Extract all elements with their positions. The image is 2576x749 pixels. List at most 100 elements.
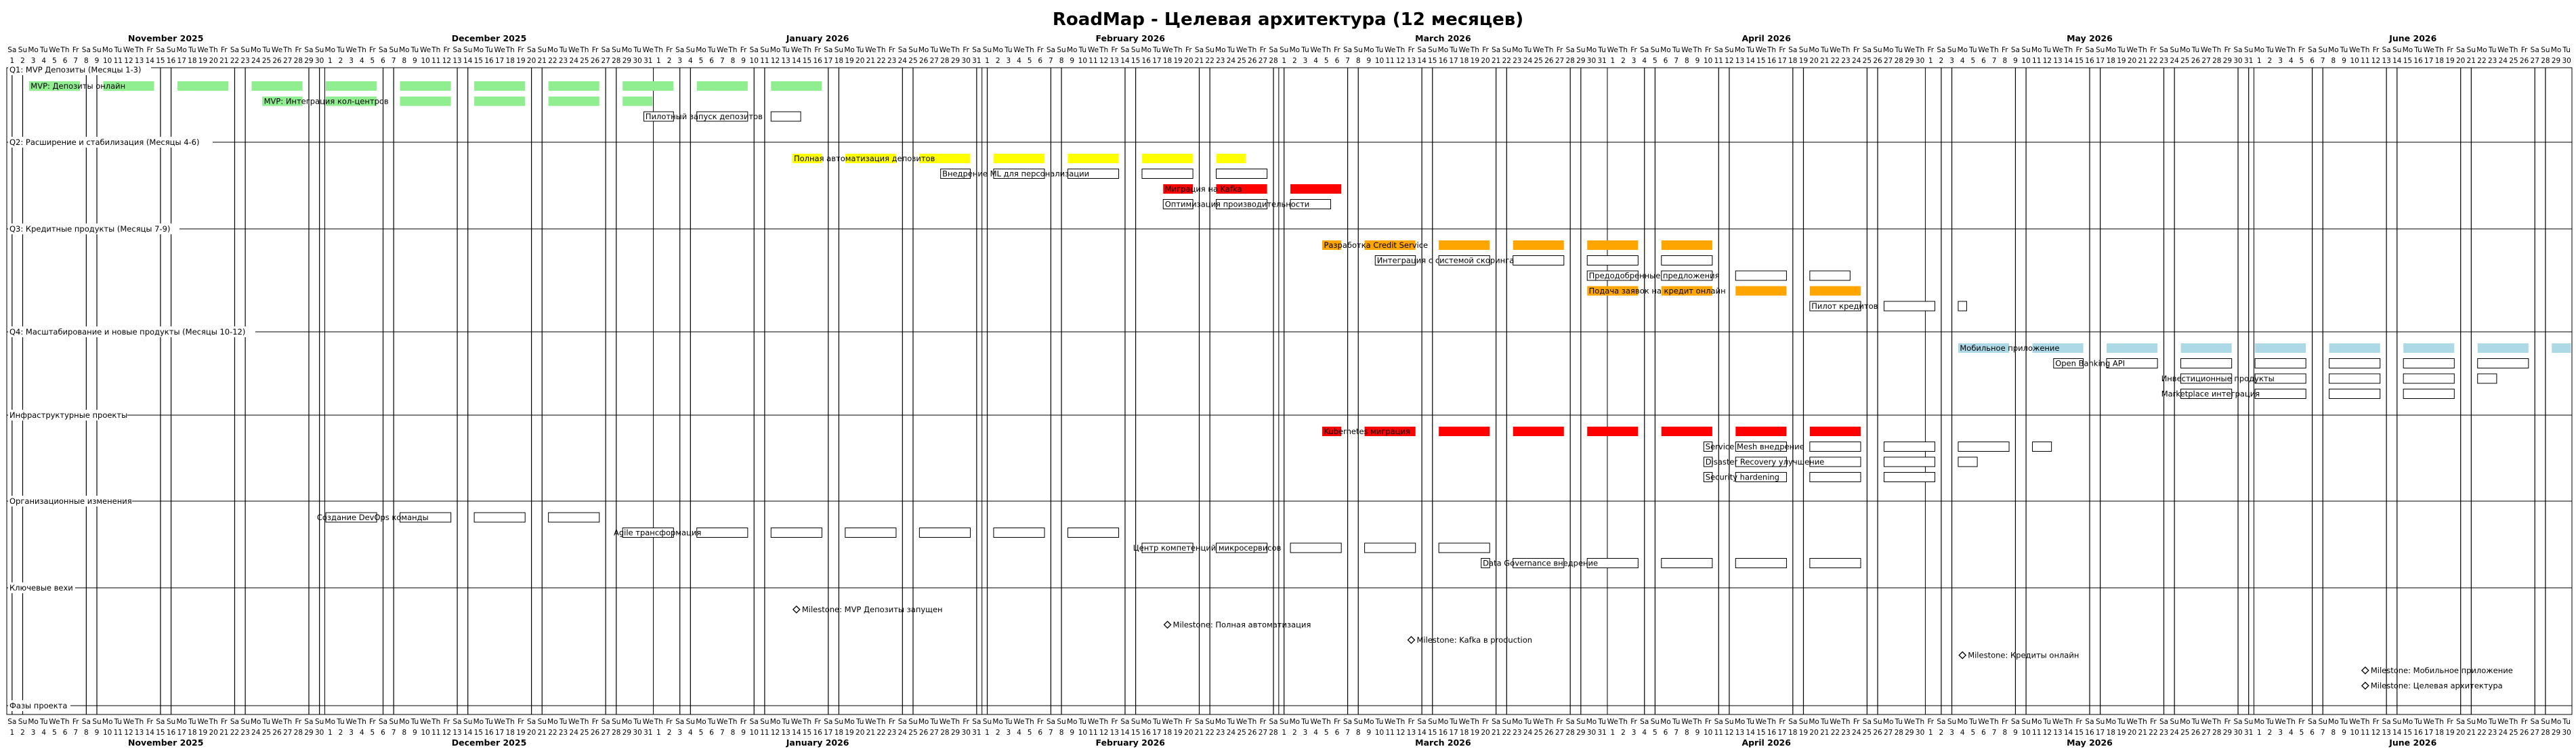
day-tick-label: 11 xyxy=(2032,729,2041,737)
day-tick-label: 11 xyxy=(2361,57,2369,65)
day-tick-label: 14 xyxy=(1120,729,1130,737)
day-tick-label: 21 xyxy=(2467,729,2476,737)
task-bar xyxy=(1481,558,1490,568)
task-bar xyxy=(2254,389,2306,399)
day-tick-label: 2 xyxy=(2268,57,2273,65)
weekday-tick-label: Mo xyxy=(2180,46,2190,54)
task-bar xyxy=(1216,154,1246,163)
day-tick-label: 5 xyxy=(2300,57,2304,65)
day-tick-label: 12 xyxy=(771,729,780,737)
day-tick-label: 4 xyxy=(1313,729,1318,737)
month-label: March 2026 xyxy=(1415,737,1471,748)
day-tick-label: 7 xyxy=(392,729,396,737)
weekday-tick-label: Mo xyxy=(399,718,409,726)
day-tick-label: 3 xyxy=(1949,729,1954,737)
weekday-tick-label: We xyxy=(2275,46,2286,54)
task-bar xyxy=(2477,358,2529,368)
day-tick-label: 2 xyxy=(667,729,672,737)
weekday-tick-label: Mo xyxy=(2403,718,2413,726)
weekday-tick-label: Sa xyxy=(1120,46,1129,54)
day-tick-label: 5 xyxy=(52,729,57,737)
day-tick-label: 17 xyxy=(824,57,832,65)
weekday-tick-label: We xyxy=(1830,718,1840,726)
day-tick-label: 6 xyxy=(1664,57,1668,65)
weekday-tick-label: Sa xyxy=(1047,718,1055,726)
day-tick-label: 13 xyxy=(1407,729,1416,737)
day-tick-label: 30 xyxy=(1587,57,1596,65)
month-label: January 2026 xyxy=(786,737,849,748)
task-bar xyxy=(1513,240,1564,250)
weekday-tick-label: Mo xyxy=(399,46,409,54)
weekday-tick-label: Tu xyxy=(1523,718,1532,726)
task-label: Предодобренные предложения xyxy=(1589,271,1720,280)
day-tick-label: 14 xyxy=(1417,729,1427,737)
day-tick-label: 7 xyxy=(1992,729,1997,737)
weekday-tick-label: Tu xyxy=(1746,46,1754,54)
task-bar xyxy=(1809,301,1861,312)
day-tick-label: 27 xyxy=(1259,729,1267,737)
month-label: May 2026 xyxy=(2067,33,2113,43)
day-tick-label: 17 xyxy=(1152,729,1161,737)
weekday-tick-label: Sa xyxy=(1269,46,1278,54)
task-bar xyxy=(474,96,526,106)
task-bar xyxy=(1703,456,1713,467)
milestone-marker xyxy=(1958,651,1967,660)
weekday-tick-label: We xyxy=(2126,46,2137,54)
month-label: January 2026 xyxy=(786,33,849,43)
weekday-tick-label: Th xyxy=(2286,718,2296,726)
weekday-tick-label: Tu xyxy=(114,718,122,726)
weekday-tick-label: Tu xyxy=(336,46,344,54)
task-bar xyxy=(1290,184,1342,194)
day-tick-label: 15 xyxy=(1756,729,1765,737)
weekday-tick-label: Th xyxy=(802,718,811,726)
weekday-tick-label: Th xyxy=(2434,46,2444,54)
day-tick-label: 10 xyxy=(1078,57,1087,65)
task-bar xyxy=(251,81,303,91)
weekday-tick-label: We xyxy=(494,718,505,726)
day-tick-label: 8 xyxy=(731,729,736,737)
day-tick-label: 8 xyxy=(1059,57,1064,65)
day-tick-label: 8 xyxy=(2331,729,2336,737)
weekday-tick-label: We xyxy=(1978,46,1989,54)
weekday-tick-label: Tu xyxy=(1895,46,1903,54)
weekday-tick-label: Tu xyxy=(1375,718,1383,726)
weekday-tick-label: Mo xyxy=(1512,718,1522,726)
weekday-tick-label: Mo xyxy=(1883,718,1893,726)
weekday-tick-label: Mo xyxy=(992,46,1002,54)
day-tick-label: 25 xyxy=(262,57,271,65)
weekday-tick-label: We xyxy=(1533,46,1544,54)
day-tick-label: 27 xyxy=(2531,57,2539,65)
weekday-tick-label: Th xyxy=(1099,718,1108,726)
task-bar xyxy=(2329,389,2381,399)
task-bar xyxy=(262,96,303,106)
weekday-tick-label: Su xyxy=(612,718,620,726)
weekday-tick-label: Th xyxy=(2508,718,2518,726)
day-tick-label: 13 xyxy=(2382,729,2390,737)
weekday-tick-label: Mo xyxy=(1883,46,1893,54)
weekday-tick-label: Sa xyxy=(527,46,536,54)
day-tick-label: 7 xyxy=(720,729,725,737)
task-bar xyxy=(1809,456,1861,467)
weekday-tick-label: Mo xyxy=(1586,718,1597,726)
weekday-tick-label: Sa xyxy=(2234,46,2243,54)
task-bar xyxy=(622,528,674,538)
weekday-tick-label: Sa xyxy=(2085,46,2094,54)
weekday-tick-label: Mo xyxy=(473,46,484,54)
day-tick-label: 5 xyxy=(1653,57,1657,65)
weekday-tick-label: We xyxy=(2349,46,2360,54)
day-tick-label: 20 xyxy=(2456,729,2465,737)
weekday-tick-label: Tu xyxy=(1449,46,1457,54)
day-tick-label: 26 xyxy=(2191,729,2201,737)
task-bar xyxy=(1438,255,1490,265)
weekday-tick-label: Tu xyxy=(781,718,789,726)
task-bar xyxy=(1735,558,1787,568)
day-tick-label: 3 xyxy=(677,729,682,737)
day-tick-label: 26 xyxy=(272,57,282,65)
task-bar xyxy=(1809,558,1861,568)
weekday-tick-label: Fr xyxy=(1260,46,1267,54)
day-tick-label: 1 xyxy=(9,57,14,65)
day-tick-label: 20 xyxy=(1809,57,1818,65)
task-bar xyxy=(1586,255,1639,265)
weekday-tick-label: We xyxy=(49,46,60,54)
weekday-tick-label: Sa xyxy=(2085,718,2094,726)
